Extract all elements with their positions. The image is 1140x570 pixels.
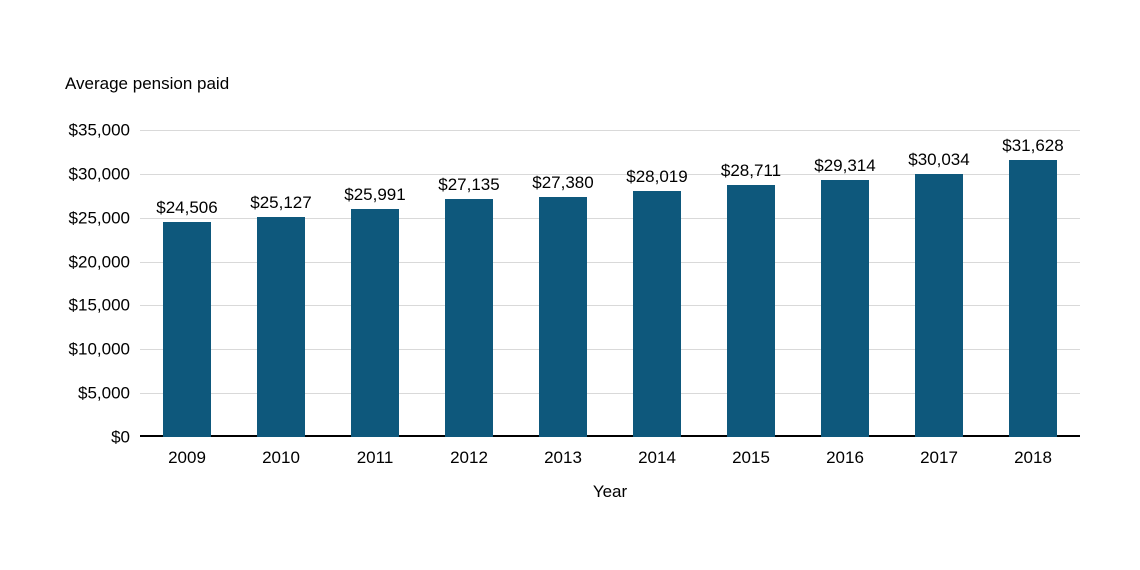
x-tick-label: 2013 bbox=[544, 448, 582, 467]
bar-value-label: $30,034 bbox=[908, 149, 970, 169]
bar bbox=[256, 216, 306, 437]
x-tick-label: 2010 bbox=[262, 448, 300, 467]
y-axis: $0 $5,000 $10,000 $15,000 $20,000 $25,000 $30,… bbox=[30, 122, 130, 446]
gridline bbox=[140, 217, 1080, 219]
bar-value-label: $25,127 bbox=[250, 192, 312, 212]
bars: $24,506 $25,127 $25,991 $27,135 $27,380 $28,0… bbox=[140, 130, 1080, 437]
x-tick-label: 2014 bbox=[638, 448, 676, 467]
x-tick-label: 2011 bbox=[356, 448, 394, 467]
gridline bbox=[140, 261, 1080, 263]
x-tick-label: 2016 bbox=[826, 448, 864, 467]
bar-group: $28,019 bbox=[610, 130, 704, 437]
bar bbox=[1008, 159, 1058, 437]
y-tick-label: $10,000 bbox=[68, 339, 130, 359]
bar-value-label: $24,506 bbox=[156, 198, 218, 218]
bar-group: $31,628 bbox=[986, 130, 1080, 437]
bar-value-label: $31,628 bbox=[1002, 135, 1064, 155]
y-tick-label: $20,000 bbox=[68, 252, 130, 272]
bar-group: $27,135 bbox=[422, 130, 516, 437]
gridline bbox=[140, 305, 1080, 307]
bar-group: $27,380 bbox=[516, 130, 610, 437]
gridline bbox=[140, 349, 1080, 351]
y-tick-label: $25,000 bbox=[68, 208, 130, 228]
y-tick-label: $0 bbox=[111, 427, 130, 447]
bar-value-label: $28,019 bbox=[626, 167, 688, 187]
bar-value-label: $28,711 bbox=[720, 161, 782, 181]
bar bbox=[538, 196, 588, 437]
x-tick-label: 2018 bbox=[1014, 448, 1052, 467]
x-axis-title: Year bbox=[592, 482, 628, 501]
gridline bbox=[140, 393, 1080, 395]
x-tick-label: 2017 bbox=[920, 448, 958, 467]
bar-group: $24,506 bbox=[140, 130, 234, 437]
bar-value-label: $27,380 bbox=[532, 172, 594, 192]
gridlines bbox=[140, 130, 1080, 437]
bar-group: $28,711 bbox=[704, 130, 798, 437]
x-tick-label: 2009 bbox=[168, 448, 206, 467]
y-tick-label: $30,000 bbox=[68, 164, 130, 184]
bar-group: $29,314 bbox=[798, 130, 892, 437]
bar-group: $25,991 bbox=[328, 130, 422, 437]
x-tick-label: 2012 bbox=[450, 448, 488, 467]
bar-value-label: $25,991 bbox=[344, 185, 406, 205]
plot-area: $24,506 $25,127 $25,991 $27,135 $27,380 $28,0… bbox=[140, 130, 1080, 437]
y-tick-label: $5,000 bbox=[78, 383, 130, 403]
bar bbox=[350, 209, 400, 437]
bar bbox=[820, 179, 870, 437]
bar bbox=[162, 222, 212, 437]
chart-title: Average pension paid bbox=[65, 74, 230, 93]
bar-group: $25,127 bbox=[234, 130, 328, 437]
x-axis: 2009 2010 2011 2012 2013 2014 2015 2016 2017 2018 bbox=[140, 448, 1080, 468]
gridline bbox=[140, 130, 1080, 131]
bar bbox=[444, 199, 494, 437]
x-tick-label: 2015 bbox=[732, 448, 770, 467]
bar-group: $30,034 bbox=[892, 130, 986, 437]
bar-value-label: $29,314 bbox=[814, 155, 876, 175]
gridline bbox=[140, 173, 1080, 175]
bar-value-label: $27,135 bbox=[438, 175, 500, 194]
x-axis-line bbox=[140, 435, 1080, 437]
bar bbox=[914, 173, 964, 437]
bar bbox=[632, 191, 682, 437]
bar bbox=[726, 185, 776, 437]
y-tick-label: $35,000 bbox=[68, 120, 130, 140]
y-tick-label: $15,000 bbox=[68, 295, 130, 315]
